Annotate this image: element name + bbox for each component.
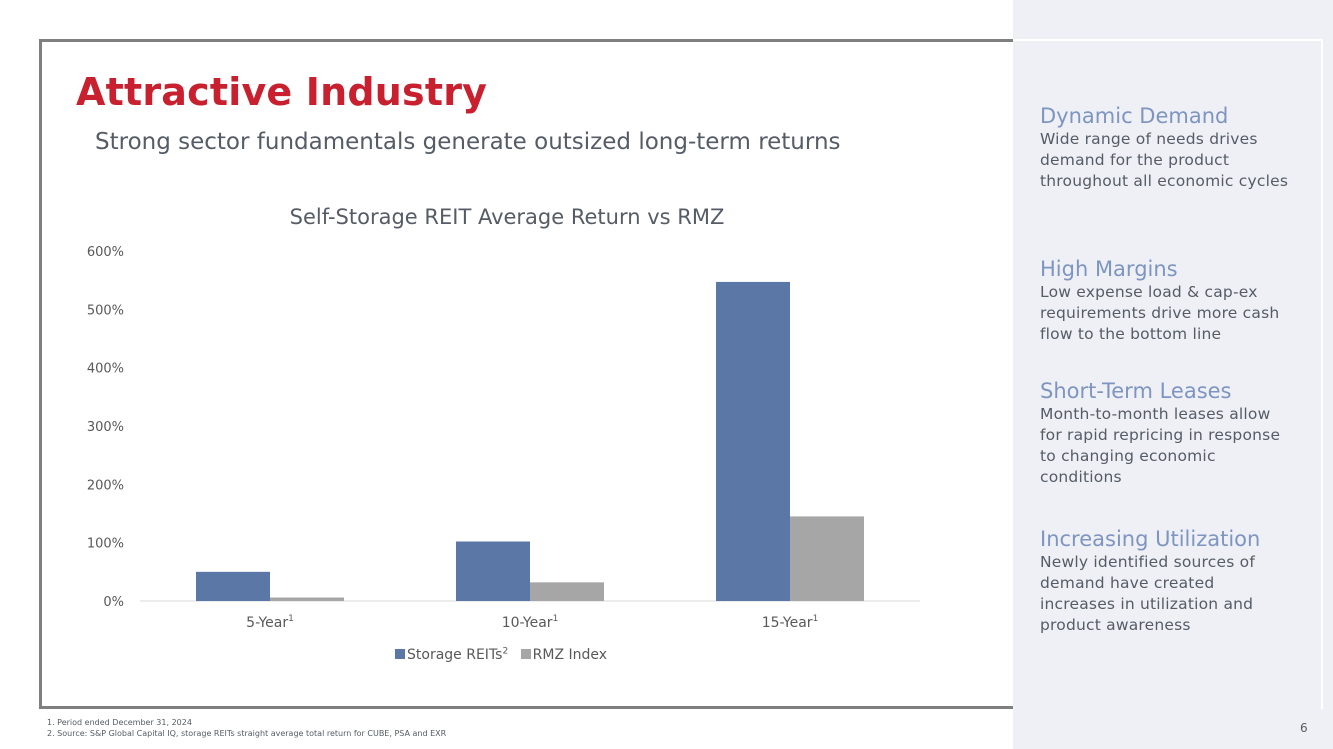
y-tick-label: 500% — [87, 303, 124, 318]
legend-label-rmz-index: RMZ Index — [532, 646, 608, 663]
legend-item-storage-reits: Storage REITs2 — [395, 646, 513, 663]
content-frame — [39, 39, 1013, 709]
legend-label-storage-reits: Storage REITs — [407, 646, 503, 663]
page-title: Attractive Industry — [76, 70, 488, 114]
side-heading: Short-Term Leases — [1040, 379, 1232, 403]
side-body: Low expense load & cap-ex requirements d… — [1040, 283, 1280, 343]
side-section-dynamic-demand: Dynamic Demand Wide range of needs drive… — [1040, 103, 1290, 192]
footnote-2: 2. Source: S&P Global Capital IQ, storag… — [47, 729, 447, 738]
y-tick-label: 600% — [87, 245, 124, 260]
side-panel-border — [1013, 39, 1323, 709]
side-body: Month-to-month leases allow for rapid re… — [1040, 405, 1281, 486]
legend-swatch-rmz-index — [520, 648, 531, 659]
side-panel — [1013, 0, 1333, 749]
bar-storage-reits-5-year — [196, 571, 270, 601]
legend-item-rmz-index: RMZ Index — [520, 646, 608, 663]
footnote-1: 1. Period ended December 31, 2024 — [47, 718, 192, 727]
side-heading: Dynamic Demand — [1040, 104, 1229, 128]
bar-storage-reits-15-year — [716, 281, 790, 601]
page-subtitle: Strong sector fundamentals generate outs… — [95, 129, 841, 155]
legend-swatch-storage-reits — [395, 648, 405, 659]
bar-storage-reits-10-year — [456, 541, 530, 601]
y-tick-label: 300% — [87, 420, 124, 435]
x-tick-label: 10-Year1 — [502, 614, 559, 631]
side-section-increasing-utilization: Increasing Utilization Newly identified … — [1040, 526, 1290, 636]
y-tick-label: 0% — [103, 595, 124, 610]
chart-title: Self-Storage REIT Average Return vs RMZ — [289, 205, 725, 229]
bar-rmz-index-5-year — [270, 597, 344, 601]
y-tick-label: 100% — [87, 537, 124, 552]
side-heading: Increasing Utilization — [1040, 527, 1261, 551]
side-section-short-term-leases: Short-Term Leases Month-to-month leases … — [1040, 378, 1290, 488]
chart-legend: Storage REITs2 RMZ Index — [395, 646, 615, 663]
footnotes: 1. Period ended December 31, 2024 2. Sou… — [47, 717, 446, 739]
side-body: Newly identified sources of demand have … — [1040, 553, 1255, 634]
y-tick-label: 200% — [87, 478, 124, 493]
bar-rmz-index-10-year — [530, 582, 604, 601]
bar-rmz-index-15-year — [790, 516, 864, 601]
x-tick-label: 5-Year1 — [246, 614, 294, 631]
bar-chart: 0% 100% 200% 300% 400% 500% 600% 5-Year1 10-Year… — [87, 245, 920, 631]
side-body: Wide range of needs drives demand for th… — [1040, 130, 1289, 190]
legend-superscript: 2 — [502, 646, 509, 656]
side-section-high-margins: High Margins Low expense load & cap-ex r… — [1040, 256, 1290, 345]
x-tick-label: 15-Year1 — [762, 614, 819, 631]
side-heading: High Margins — [1040, 257, 1178, 281]
y-tick-label: 400% — [87, 362, 124, 377]
page-number: 6 — [1300, 721, 1308, 735]
